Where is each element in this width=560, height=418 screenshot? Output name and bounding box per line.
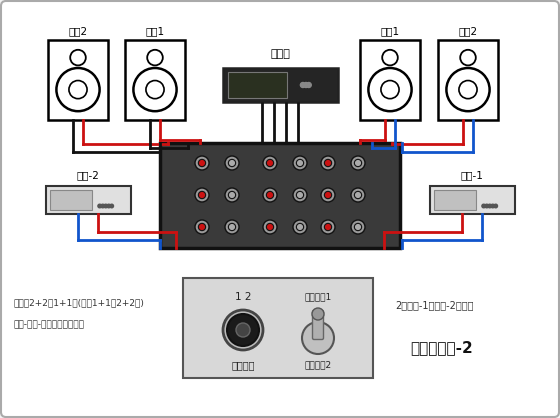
- Circle shape: [485, 204, 488, 208]
- Circle shape: [263, 220, 277, 234]
- Text: 音箱1: 音箱1: [380, 26, 400, 36]
- Circle shape: [488, 204, 492, 208]
- Circle shape: [351, 188, 365, 202]
- Circle shape: [228, 223, 236, 231]
- Text: 功放机: 功放机: [270, 49, 290, 59]
- Text: 1 2: 1 2: [235, 292, 251, 302]
- Circle shape: [70, 50, 86, 65]
- Circle shape: [228, 191, 236, 199]
- Circle shape: [381, 81, 399, 99]
- Circle shape: [324, 223, 332, 231]
- Circle shape: [195, 188, 209, 202]
- Circle shape: [104, 204, 108, 208]
- Circle shape: [302, 322, 334, 354]
- Circle shape: [324, 191, 332, 199]
- Text: 音箱2: 音箱2: [459, 26, 478, 36]
- Circle shape: [351, 220, 365, 234]
- Circle shape: [300, 82, 305, 87]
- Circle shape: [195, 156, 209, 170]
- Text: 音箱1: 音箱1: [146, 26, 165, 36]
- Circle shape: [195, 220, 209, 234]
- Circle shape: [293, 220, 307, 234]
- Text: 音源选择: 音源选择: [231, 360, 255, 370]
- Circle shape: [321, 156, 335, 170]
- Text: 音箱2: 音箱2: [68, 26, 87, 36]
- Circle shape: [110, 204, 114, 208]
- Bar: [360, 40, 420, 120]
- Circle shape: [460, 50, 476, 65]
- Circle shape: [198, 223, 206, 231]
- Circle shape: [98, 204, 101, 208]
- Circle shape: [101, 204, 105, 208]
- Circle shape: [267, 223, 274, 231]
- Circle shape: [354, 191, 362, 199]
- Circle shape: [227, 314, 259, 346]
- Circle shape: [321, 220, 335, 234]
- Text: 2个音源-1台功放-2对音箱: 2个音源-1台功放-2对音箱: [395, 300, 474, 310]
- Circle shape: [459, 81, 477, 99]
- Circle shape: [293, 188, 307, 202]
- Circle shape: [147, 50, 163, 65]
- Circle shape: [223, 310, 263, 350]
- Circle shape: [228, 159, 236, 167]
- Bar: [222, 68, 338, 102]
- FancyBboxPatch shape: [312, 311, 324, 339]
- Circle shape: [267, 191, 274, 199]
- Circle shape: [225, 156, 239, 170]
- Bar: [125, 40, 185, 120]
- Circle shape: [491, 204, 494, 208]
- Circle shape: [198, 191, 206, 199]
- Bar: [438, 40, 498, 120]
- Text: 音源-1: 音源-1: [460, 170, 483, 180]
- Circle shape: [57, 68, 100, 111]
- Circle shape: [324, 159, 332, 167]
- Bar: [430, 186, 515, 214]
- Bar: [45, 186, 130, 214]
- Circle shape: [133, 68, 176, 111]
- Bar: [49, 190, 92, 210]
- Bar: [160, 143, 400, 247]
- Circle shape: [382, 50, 398, 65]
- Circle shape: [107, 204, 110, 208]
- Circle shape: [306, 82, 311, 87]
- Text: 音源-2: 音源-2: [77, 170, 100, 180]
- Circle shape: [304, 82, 309, 87]
- Bar: [433, 190, 476, 210]
- Bar: [227, 72, 287, 98]
- Circle shape: [482, 204, 486, 208]
- Circle shape: [368, 68, 412, 111]
- Circle shape: [263, 156, 277, 170]
- Circle shape: [263, 188, 277, 202]
- Circle shape: [296, 191, 304, 199]
- Circle shape: [312, 308, 324, 320]
- Circle shape: [293, 156, 307, 170]
- Circle shape: [225, 220, 239, 234]
- Circle shape: [354, 223, 362, 231]
- Circle shape: [69, 81, 87, 99]
- Circle shape: [321, 188, 335, 202]
- Circle shape: [354, 159, 362, 167]
- Circle shape: [296, 159, 304, 167]
- Circle shape: [225, 188, 239, 202]
- Circle shape: [146, 81, 164, 99]
- Circle shape: [296, 223, 304, 231]
- Text: 立体声2+2进1+1出(返接1+1进2+2出): 立体声2+2进1+1出(返接1+1进2+2出): [14, 298, 145, 307]
- Text: 音源-功放-音箱切换器接线图: 音源-功放-音箱切换器接线图: [14, 320, 85, 329]
- Text: 向下音箱2: 向下音箱2: [305, 360, 332, 369]
- Circle shape: [351, 156, 365, 170]
- Bar: [183, 278, 373, 378]
- Circle shape: [446, 68, 489, 111]
- Circle shape: [236, 323, 250, 337]
- Text: 向上音箱1: 向上音箱1: [305, 292, 332, 301]
- Text: 接线图示范-2: 接线图示范-2: [410, 340, 473, 355]
- Circle shape: [494, 204, 497, 208]
- Bar: [48, 40, 108, 120]
- Circle shape: [267, 159, 274, 167]
- Circle shape: [198, 159, 206, 167]
